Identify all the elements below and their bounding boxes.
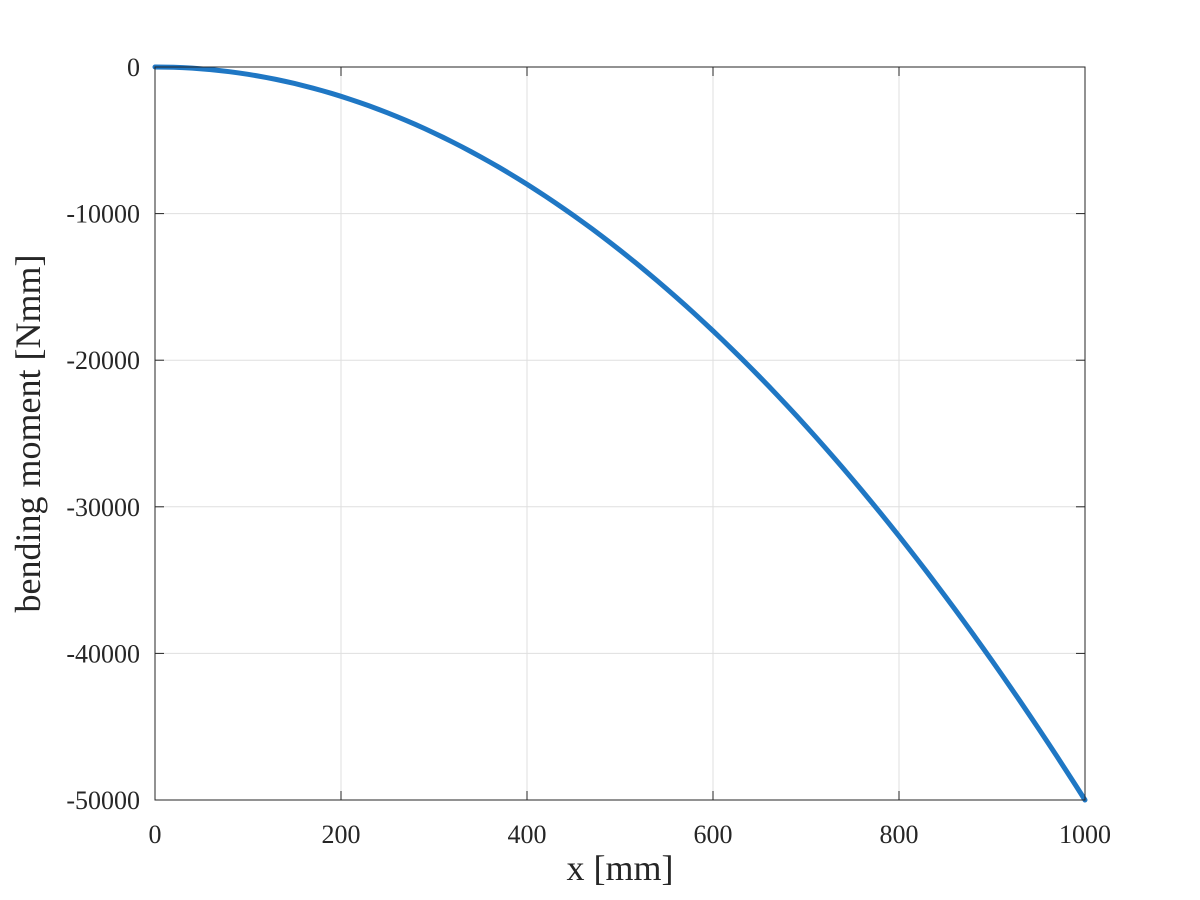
x-tick-label: 200 [322,820,361,849]
x-tick-label: 1000 [1059,820,1111,849]
x-axis-label: x [mm] [567,848,674,888]
x-tick-label: 800 [880,820,919,849]
y-tick-label: -30000 [66,493,140,522]
y-tick-label: -50000 [66,786,140,815]
x-tick-label: 400 [508,820,547,849]
y-tick-label: -40000 [66,639,140,668]
series-line [152,64,1088,803]
series-layer [152,64,1088,803]
y-tick-label: -20000 [66,346,140,375]
grid [155,67,1085,800]
y-tick-label: 0 [127,53,140,82]
x-tick-label: 600 [694,820,733,849]
plot-frame [154,66,1086,801]
y-tick-labels: 0 -10000 -20000 -30000 -40000 -50000 [66,53,140,815]
x-tick-label: 0 [149,820,162,849]
y-tick-label: -10000 [66,200,140,229]
x-tick-labels: 0 200 400 600 800 1000 [149,820,1112,849]
y-axis-label: bending moment [Nmm] [8,255,48,613]
ticks [154,66,1086,801]
